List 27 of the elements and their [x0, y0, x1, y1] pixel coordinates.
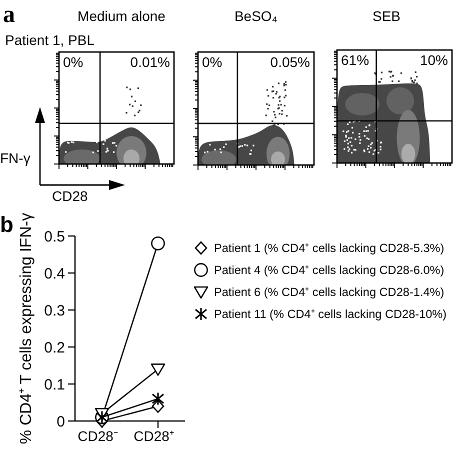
text: CD28	[52, 188, 88, 204]
x-tick-label: CD28⁻	[78, 428, 118, 444]
y-tick-label: 0.4	[44, 265, 65, 282]
legend-label: Patient 6 (% CD4⁺ cells lacking CD28-1.4%)	[214, 285, 444, 300]
text: 0%	[63, 54, 84, 70]
text: 61%	[341, 52, 370, 68]
legend-label: Patient 4 (% CD4⁺ cells lacking CD28-6.0%)	[214, 263, 444, 278]
legend-label: Patient 1 (% CD4⁺ cells lacking CD28-5.3%)	[214, 241, 444, 256]
text: SEB	[372, 8, 401, 24]
y-tick-label: 0.5	[44, 228, 65, 246]
y-tick-label: 0	[56, 413, 65, 430]
y-tick-label: 0.3	[44, 302, 65, 320]
x-tick-label: CD28⁺	[134, 428, 174, 444]
y-tick-label: 0.1	[44, 376, 65, 394]
text: 0.01%	[130, 54, 170, 70]
text: a	[3, 2, 15, 28]
text: BeSO₄	[234, 8, 278, 24]
text: b	[0, 212, 14, 237]
text: 10%	[420, 52, 448, 68]
y-tick-label: 0.2	[44, 339, 65, 356]
text: 0.05%	[270, 54, 310, 70]
text: Medium alone	[78, 8, 166, 24]
text: Patient 1, PBL	[5, 32, 95, 48]
text: 0%	[202, 54, 222, 70]
y-axis-title: % CD4⁺ T cells expressing IFN-γ	[18, 212, 35, 444]
legend-label: Patient 11 (% CD4⁺ cells lacking CD28-10%)	[214, 307, 447, 322]
text: FN-γ	[0, 150, 30, 166]
